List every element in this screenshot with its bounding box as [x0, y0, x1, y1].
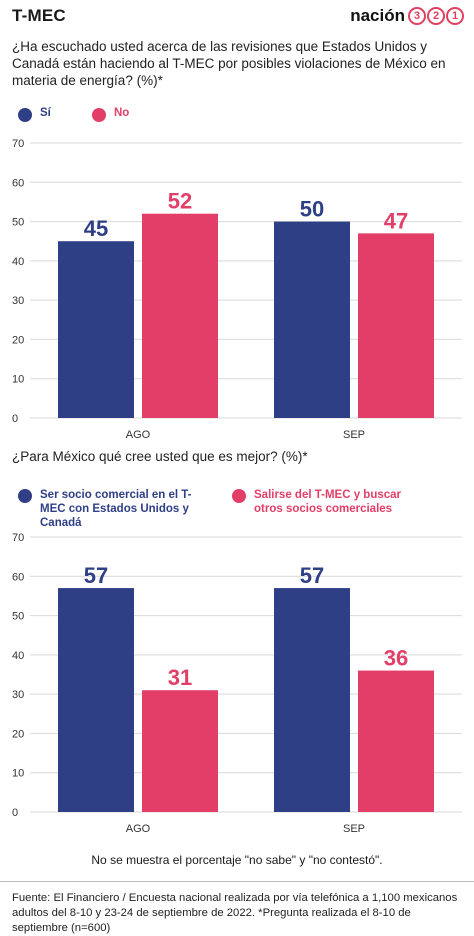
data-label: 57: [84, 563, 108, 588]
legend-item-salirse: Salirse del T-MEC y buscar otros socios …: [232, 488, 402, 516]
y-tick-label: 50: [12, 217, 24, 229]
legend-swatch: [18, 489, 32, 503]
bar: [274, 588, 350, 812]
y-tick-label: 0: [12, 807, 18, 819]
logo-word: nación: [350, 6, 405, 25]
source-text: Fuente: El Financiero / Encuesta naciona…: [12, 892, 458, 934]
data-label: 57: [300, 563, 324, 588]
chart-2-question: ¿Para México qué cree usted que es mejor…: [12, 449, 308, 464]
bar: [58, 588, 134, 812]
y-tick-label: 20: [12, 728, 24, 740]
footnote: No se muestra el porcentaje "no sabe" y …: [91, 853, 383, 867]
divider: [0, 881, 474, 882]
data-label: 50: [300, 197, 324, 222]
y-tick-label: 40: [12, 256, 24, 268]
legend-label: Salirse del T-MEC y buscar otros socios …: [254, 489, 402, 515]
bar: [142, 690, 218, 812]
chart-preference: 0 10 20 30 40 50 60 70 57 31 AGO 57 36 SEP: [12, 532, 462, 835]
x-tick-label: SEP: [343, 429, 365, 441]
data-label: 45: [84, 216, 108, 241]
bar: [58, 241, 134, 418]
logo-digit: 1: [446, 7, 464, 25]
x-tick-label: AGO: [126, 823, 151, 835]
x-tick-label: AGO: [126, 429, 151, 441]
y-tick-label: 10: [12, 768, 24, 780]
brand-logo: nación 3 2 1: [350, 5, 464, 27]
data-label: 36: [384, 646, 408, 671]
legend-swatch: [232, 489, 246, 503]
chart-1-question: ¿Ha escuchado usted acerca de las revisi…: [12, 39, 446, 88]
legend-swatch: [92, 108, 106, 122]
data-label: 52: [168, 189, 192, 214]
y-tick-label: 50: [12, 611, 24, 623]
bar: [274, 221, 350, 418]
logo-digit: 3: [408, 7, 426, 25]
y-tick-label: 70: [12, 138, 24, 150]
x-tick-label: SEP: [343, 823, 365, 835]
y-tick-label: 70: [12, 532, 24, 544]
logo-digit: 2: [427, 7, 445, 25]
bar: [358, 670, 434, 812]
legend-item-no: No: [92, 107, 129, 122]
y-tick-label: 0: [12, 413, 18, 425]
data-label: 47: [384, 208, 408, 233]
bar: [358, 233, 434, 418]
legend-item-socio: Ser socio comercial en el T-MEC con Esta…: [18, 488, 213, 530]
y-tick-label: 40: [12, 650, 24, 662]
y-tick-label: 30: [12, 295, 24, 307]
y-tick-label: 10: [12, 374, 24, 386]
y-tick-label: 20: [12, 334, 24, 346]
chart-awareness: 0 10 20 30 40 50 60 70 45 52 AGO 50 47 SEP: [12, 138, 462, 441]
legend-swatch: [18, 108, 32, 122]
page-title: T-MEC: [12, 6, 66, 25]
y-tick-label: 30: [12, 689, 24, 701]
header-bar: T-MEC nación 3 2 1: [0, 0, 474, 30]
y-tick-label: 60: [12, 571, 24, 583]
legend-label: Sí: [40, 107, 51, 119]
legend-label: No: [114, 107, 130, 119]
bar: [142, 213, 218, 418]
data-label: 31: [168, 665, 192, 690]
legend-item-si: Sí: [18, 107, 51, 122]
y-tick-label: 60: [12, 177, 24, 189]
legend-label: Ser socio comercial en el T-MEC con Esta…: [40, 489, 192, 529]
